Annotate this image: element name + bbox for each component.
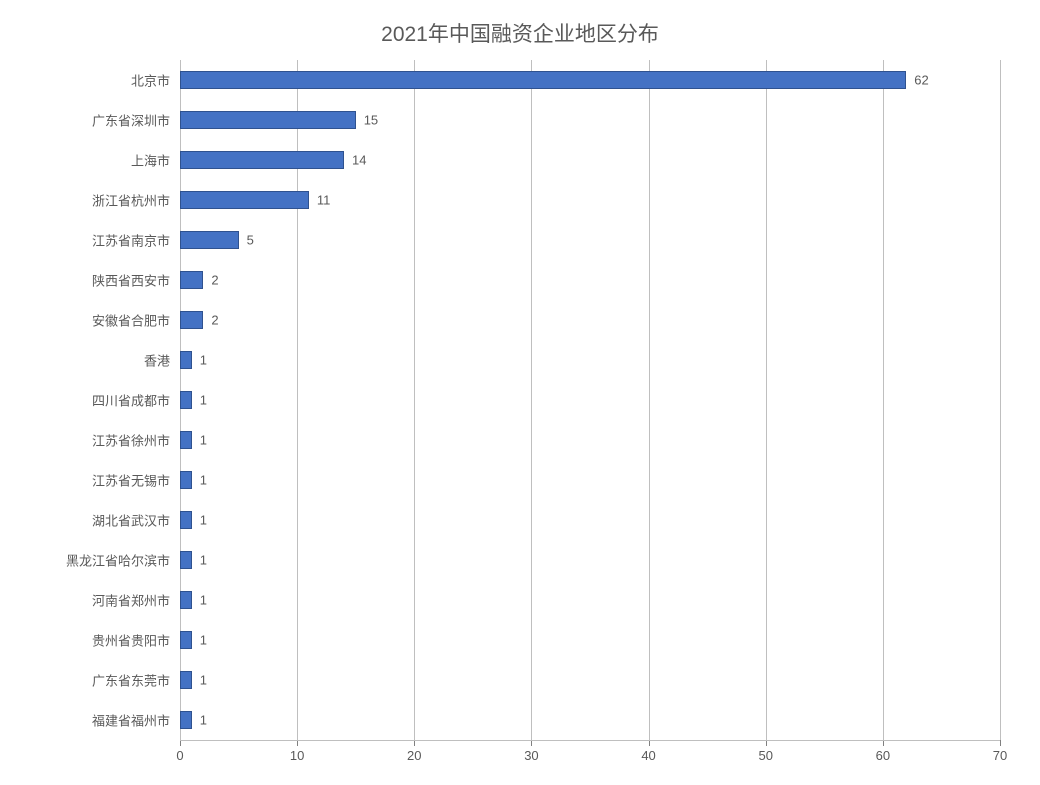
- value-label: 1: [200, 393, 207, 408]
- category-label: 广东省东莞市: [92, 671, 170, 690]
- value-label: 11: [317, 193, 331, 208]
- bar: [180, 551, 192, 569]
- bar: [180, 711, 192, 729]
- x-tick-label: 10: [290, 748, 304, 763]
- category-label: 陕西省西安市: [92, 271, 170, 290]
- x-tick-label: 40: [641, 748, 655, 763]
- x-tick-label: 20: [407, 748, 421, 763]
- x-tick-label: 50: [758, 748, 772, 763]
- gridline: [883, 60, 884, 740]
- gridline: [766, 60, 767, 740]
- gridline: [531, 60, 532, 740]
- bar: [180, 151, 344, 169]
- value-label: 1: [200, 433, 207, 448]
- category-label: 河南省郑州市: [92, 591, 170, 610]
- bar: [180, 71, 906, 89]
- category-label: 江苏省无锡市: [92, 471, 170, 490]
- gridline: [414, 60, 415, 740]
- value-label: 1: [200, 473, 207, 488]
- category-label: 湖北省武汉市: [92, 511, 170, 530]
- value-label: 15: [364, 113, 378, 128]
- value-label: 14: [352, 153, 366, 168]
- category-label: 江苏省南京市: [92, 231, 170, 250]
- value-label: 1: [200, 633, 207, 648]
- category-label: 贵州省贵阳市: [92, 631, 170, 650]
- bar: [180, 471, 192, 489]
- bar: [180, 391, 192, 409]
- bar: [180, 191, 309, 209]
- category-label: 安徽省合肥市: [92, 311, 170, 330]
- gridline: [1000, 60, 1001, 740]
- category-label: 四川省成都市: [92, 391, 170, 410]
- x-tick-label: 30: [524, 748, 538, 763]
- bar: [180, 671, 192, 689]
- x-tick-label: 60: [876, 748, 890, 763]
- category-label: 浙江省杭州市: [92, 191, 170, 210]
- bar: [180, 311, 203, 329]
- value-label: 1: [200, 673, 207, 688]
- bar: [180, 511, 192, 529]
- plot-area: 010203040506070北京市62广东省深圳市15上海市14浙江省杭州市1…: [180, 60, 1000, 740]
- x-tick: [1000, 740, 1001, 746]
- category-label: 福建省福州市: [92, 711, 170, 730]
- value-label: 1: [200, 713, 207, 728]
- category-label: 上海市: [131, 151, 170, 170]
- x-axis-line: [180, 740, 1000, 741]
- category-label: 江苏省徐州市: [92, 431, 170, 450]
- value-label: 2: [211, 313, 218, 328]
- value-label: 62: [914, 73, 928, 88]
- category-label: 广东省深圳市: [92, 111, 170, 130]
- chart-title: 2021年中国融资企业地区分布: [0, 18, 1040, 48]
- bar: [180, 271, 203, 289]
- value-label: 1: [200, 593, 207, 608]
- bar: [180, 431, 192, 449]
- x-tick-label: 0: [176, 748, 183, 763]
- category-label: 北京市: [131, 71, 170, 90]
- bar: [180, 631, 192, 649]
- gridline: [649, 60, 650, 740]
- category-label: 香港: [144, 351, 170, 370]
- value-label: 1: [200, 513, 207, 528]
- bar: [180, 231, 239, 249]
- x-tick-label: 70: [993, 748, 1007, 763]
- bar: [180, 591, 192, 609]
- bar: [180, 351, 192, 369]
- category-label: 黑龙江省哈尔滨市: [66, 551, 170, 570]
- value-label: 2: [211, 273, 218, 288]
- value-label: 1: [200, 553, 207, 568]
- value-label: 1: [200, 353, 207, 368]
- chart-container: 2021年中国融资企业地区分布 0 10 20 30 40 50 60 70 北京市 62 广东省深…: [0, 0, 1040, 785]
- value-label: 5: [247, 233, 254, 248]
- bar: [180, 111, 356, 129]
